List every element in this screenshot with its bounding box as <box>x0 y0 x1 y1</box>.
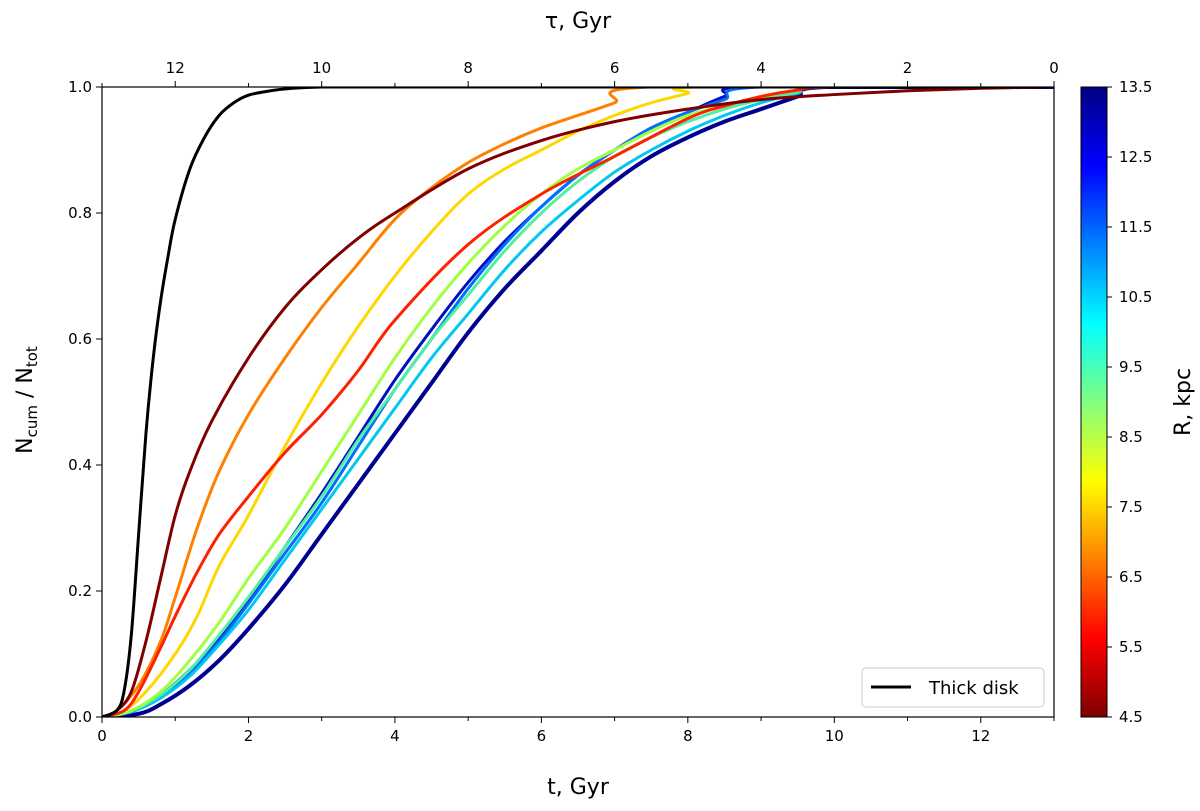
x-axis-label: t, Gyr <box>547 775 610 800</box>
series-line-r-4.5 <box>102 87 1054 717</box>
x-top-tick-label: 8 <box>463 59 473 77</box>
colorbar-tick-label: 7.5 <box>1119 498 1143 516</box>
legend: Thick disk <box>861 667 1045 708</box>
x-tick-label: 2 <box>244 727 254 745</box>
colorbar-tick-label: 8.5 <box>1119 428 1143 446</box>
x-top-tick-label: 12 <box>166 59 185 77</box>
colorbar: 4.5 5.5 6.5 7.5 8.5 9.5 10.5 11.5 12.5 13.5 R, kp… <box>1080 78 1196 726</box>
series-layer <box>102 87 1054 717</box>
colorbar-tick-label: 9.5 <box>1119 358 1143 376</box>
colorbar-ticks: 4.5 5.5 6.5 7.5 8.5 9.5 10.5 11.5 12.5 13.5 <box>1107 78 1152 726</box>
colorbar-tick-label: 5.5 <box>1119 638 1143 656</box>
x-top-tick-label: 10 <box>312 59 331 77</box>
y-tick-label: 1.0 <box>68 78 92 96</box>
x-top-tick-label: 4 <box>756 59 766 77</box>
series-line-thick-disk <box>102 87 1054 717</box>
colorbar-gradient <box>1080 86 1108 718</box>
axes-ticks: 0 2 4 6 8 10 12 0 2 4 6 8 10 12 0.0 0.2 0.4 0.6 0.8 1.0 <box>68 59 1059 745</box>
series-line-r-5.5 <box>102 87 1054 717</box>
plot-frame <box>101 86 1055 718</box>
y-tick-label: 0.4 <box>68 456 92 474</box>
x-tick-label: 8 <box>683 727 693 745</box>
x-tick-label: 0 <box>97 727 107 745</box>
x-top-tick-label: 0 <box>1049 59 1059 77</box>
y-tick-label: 0.8 <box>68 204 92 222</box>
legend-box <box>861 667 1045 708</box>
series-line-r-10.5 <box>102 87 1054 717</box>
y-tick-label: 0.0 <box>68 708 92 726</box>
series-line-r-6.5 <box>102 87 1054 717</box>
x-top-axis-label: τ, Gyr <box>545 9 612 34</box>
colorbar-tick-label: 11.5 <box>1119 218 1152 236</box>
x-tick-label: 10 <box>825 727 844 745</box>
series-line-r-13.5 <box>102 87 1054 717</box>
series-line-r-11.5 <box>102 87 1054 717</box>
legend-label-thick-disk: Thick disk <box>928 678 1019 699</box>
colorbar-tick-label: 13.5 <box>1119 78 1152 96</box>
x-tick-label: 12 <box>971 727 990 745</box>
colorbar-label: R, kpc <box>1171 368 1196 436</box>
y-tick-label: 0.6 <box>68 330 92 348</box>
colorbar-tick-label: 10.5 <box>1119 288 1152 306</box>
x-tick-label: 4 <box>390 727 400 745</box>
colorbar-tick-label: 4.5 <box>1119 708 1143 726</box>
x-top-tick-label: 2 <box>903 59 913 77</box>
y-tick-label: 0.2 <box>68 582 92 600</box>
colorbar-tick-label: 12.5 <box>1119 148 1152 166</box>
x-tick-label: 6 <box>537 727 547 745</box>
colorbar-tick-label: 6.5 <box>1119 568 1143 586</box>
series-line-r-7.5 <box>102 87 1054 717</box>
y-axis-label: Ncum / Ntot <box>13 346 41 454</box>
x-top-tick-label: 6 <box>610 59 620 77</box>
